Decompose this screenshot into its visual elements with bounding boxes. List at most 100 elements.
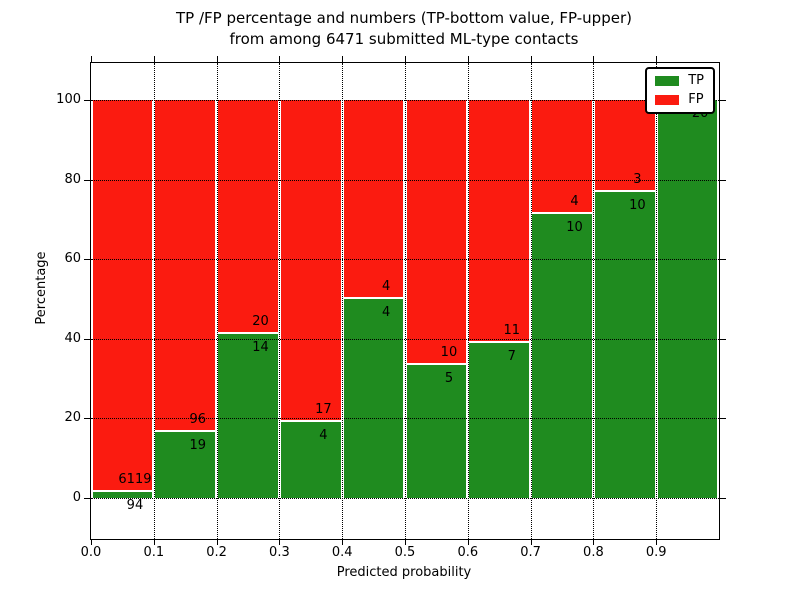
x-tick-mark	[91, 539, 92, 545]
y-tick-mark	[84, 179, 90, 181]
fp-count-label: 4	[570, 193, 579, 209]
x-tick-label: 0.6	[457, 545, 479, 560]
x-tick-mark	[467, 539, 469, 545]
legend-item-tp: TP	[655, 74, 704, 88]
y-tick-mark	[84, 338, 90, 340]
bar-tp-segment	[657, 100, 718, 498]
v-gridline	[342, 63, 344, 539]
legend-item-fp: FP	[655, 93, 704, 107]
x-tick-label: 0.3	[269, 545, 290, 560]
y-axis-label: Percentage	[34, 251, 49, 325]
y-tick-mark	[720, 418, 726, 420]
bar-tp-segment	[218, 334, 278, 498]
x-tick-mark	[216, 539, 218, 545]
x-tick-mark	[405, 56, 406, 62]
tp-color-swatch	[655, 76, 680, 86]
bar-fp-segment	[469, 100, 530, 342]
bar-fp-segment	[92, 100, 153, 490]
x-tick-label: 0.4	[331, 545, 353, 560]
x-tick-mark	[593, 539, 595, 545]
bar-tp-segment	[155, 432, 216, 498]
bar-tp-segment	[343, 299, 404, 498]
v-gridline	[530, 63, 532, 539]
x-tick-mark	[279, 56, 281, 62]
y-tick-mark	[84, 498, 90, 499]
y-tick-mark	[720, 100, 726, 101]
x-tick-label: 0.2	[206, 545, 227, 560]
x-tick-mark	[342, 539, 344, 545]
fp-count-label: 3	[633, 171, 642, 187]
chart-title: TP /FP percentage and numbers (TP-bottom…	[90, 8, 718, 50]
bar-tp-segment	[469, 343, 530, 498]
legend: TP FP	[645, 67, 715, 114]
x-tick-mark	[342, 56, 344, 62]
chart-title-line1: TP /FP percentage and numbers (TP-bottom…	[176, 9, 632, 27]
tp-count-label: 10	[566, 219, 583, 235]
x-tick-mark	[153, 56, 155, 62]
bar-tp-segment	[406, 365, 467, 498]
v-gridline	[405, 63, 406, 539]
fp-count-label: 6119	[118, 471, 152, 487]
bar-tp-segment	[594, 191, 655, 498]
x-tick-mark	[91, 56, 92, 62]
x-tick-mark	[656, 539, 658, 545]
x-tick-mark	[530, 539, 532, 545]
v-gridline	[467, 63, 469, 539]
tp-count-label: 14	[252, 340, 269, 356]
fp-count-label: 11	[503, 323, 521, 339]
x-tick-label: 0.1	[143, 545, 165, 560]
x-tick-mark	[405, 539, 406, 545]
fp-count-label: 96	[189, 412, 207, 428]
legend-label-tp: TP	[688, 73, 704, 88]
tp-count-label: 4	[319, 428, 328, 444]
tp-count-label: 7	[507, 349, 516, 365]
v-gridline	[656, 63, 658, 539]
bar-fp-segment	[218, 100, 278, 333]
x-tick-mark	[216, 56, 218, 62]
y-tick-mark	[720, 498, 726, 499]
y-tick-mark	[720, 338, 726, 340]
y-tick-mark	[84, 259, 90, 261]
plot-area: TP FP 0 20 40 60 80 100 0.0 0.1 0.2 0.3 0.4 0.5 0.6 0…	[56, 56, 726, 560]
bar-tp-segment	[92, 491, 153, 498]
chart-title-line2: from among 6471 submitted ML-type contac…	[229, 30, 579, 48]
x-tick-mark	[153, 539, 155, 545]
bar-fp-segment	[406, 100, 467, 364]
bar-tp-segment	[280, 422, 341, 498]
y-tick-mark	[720, 259, 726, 261]
legend-label-fp: FP	[688, 92, 704, 107]
bar-tp-segment	[532, 213, 592, 498]
v-gridline	[153, 63, 155, 539]
tp-count-label: 5	[444, 371, 454, 387]
x-axis-label: Predicted probability	[336, 565, 472, 580]
x-tick-label: 0.9	[645, 545, 667, 560]
fp-count-label: 10	[440, 345, 458, 361]
fp-color-swatch	[655, 95, 680, 105]
v-gridline	[593, 63, 595, 539]
x-tick-label: 0.7	[520, 545, 541, 560]
x-tick-mark	[593, 56, 595, 62]
tp-count-label: 4	[382, 305, 391, 320]
fp-count-label: 4	[382, 279, 391, 294]
y-tick-label: 40	[64, 330, 81, 346]
x-tick-label: 0.0	[80, 545, 102, 560]
y-tick-label: 80	[64, 171, 81, 187]
tp-count-label: 94	[126, 497, 144, 513]
y-tick-label: 60	[64, 251, 81, 267]
tp-count-label: 10	[629, 197, 646, 213]
bar-fp-segment	[532, 100, 592, 212]
bar-fp-segment	[343, 100, 404, 297]
x-tick-label: 0.5	[394, 545, 416, 560]
v-gridline	[279, 63, 281, 539]
y-tick-mark	[84, 418, 90, 420]
y-tick-label: 100	[56, 92, 81, 107]
v-gridline	[216, 63, 218, 539]
fp-count-label: 20	[252, 314, 269, 330]
y-tick-label: 20	[64, 410, 81, 426]
x-tick-mark	[467, 56, 469, 62]
x-tick-label: 0.8	[583, 545, 604, 560]
bar-fp-segment	[155, 100, 216, 431]
y-tick-mark	[84, 100, 90, 101]
tp-count-label: 19	[189, 438, 207, 454]
